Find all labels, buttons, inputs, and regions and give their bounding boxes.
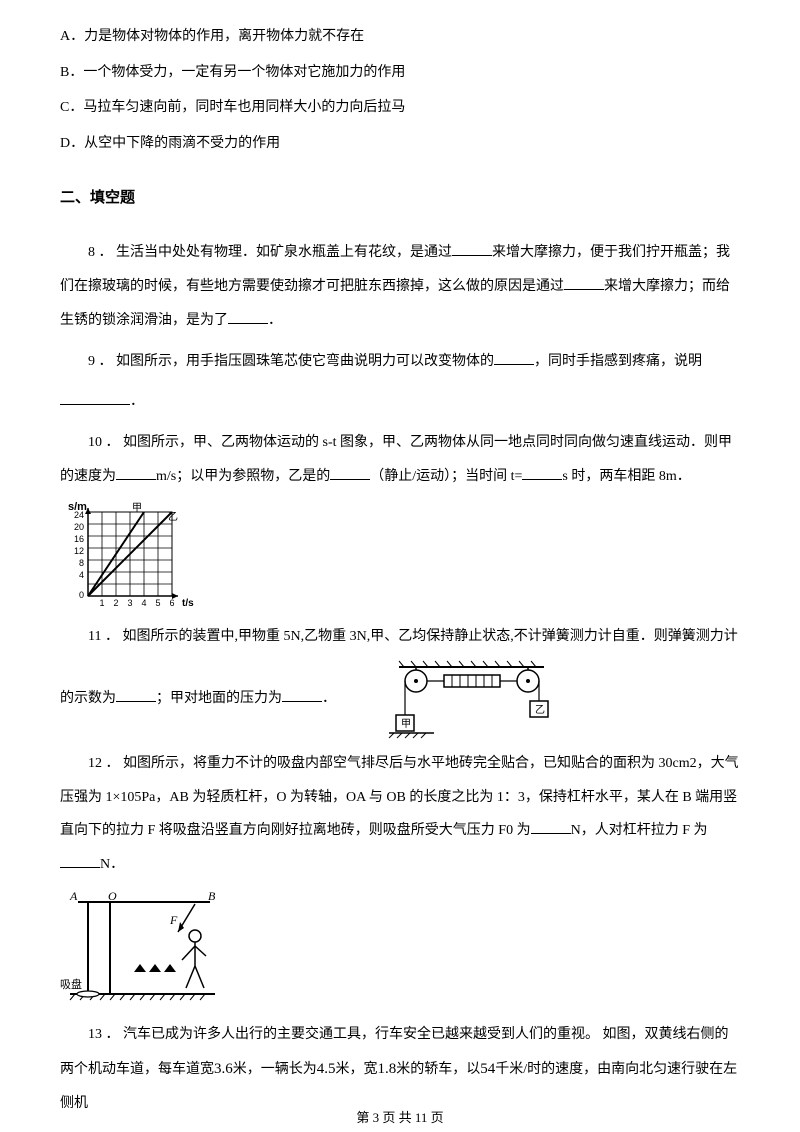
option-c: C．马拉车匀速向前，同时车也用同样大小的力向后拉马 <box>60 91 740 125</box>
svg-text:24: 24 <box>74 510 84 520</box>
q13-num: 13 ． <box>88 1027 120 1042</box>
st-chart: s/m 甲 乙 242016 1284 0 123 456 t/s <box>60 500 202 610</box>
q11-b: 的示数为 <box>60 691 116 706</box>
svg-text:1: 1 <box>99 598 104 608</box>
q8-blank-3[interactable] <box>228 310 268 324</box>
q9-blank-2[interactable] <box>60 391 130 405</box>
q12-blank-1[interactable] <box>531 820 571 834</box>
q12-num: 12 ． <box>88 756 120 771</box>
q8-blank-1[interactable] <box>452 242 492 256</box>
svg-text:5: 5 <box>155 598 160 608</box>
svg-text:F: F <box>169 913 178 927</box>
q11-blank-2[interactable] <box>282 688 322 702</box>
q10-blank-1[interactable] <box>116 466 156 480</box>
q10-d: s 时，两车相距 8m． <box>562 469 690 484</box>
chart-label-jia: 甲 <box>132 503 142 514</box>
svg-text:2: 2 <box>113 598 118 608</box>
question-10: 10 ． 如图所示，甲、乙两物体运动的 s-t 图象，甲、乙两物体从同一地点同时… <box>60 426 740 493</box>
svg-text:吸盘: 吸盘 <box>60 977 82 991</box>
pulley-jia: 甲 <box>401 719 411 730</box>
q11-d: ． <box>322 691 336 706</box>
q9-c: ． <box>130 394 144 409</box>
svg-text:O: O <box>108 889 117 903</box>
q11-blank-1[interactable] <box>116 688 156 702</box>
option-a: A．力是物体对物体的作用，离开物体力就不存在 <box>60 20 740 54</box>
svg-text:B: B <box>208 889 216 903</box>
svg-text:3: 3 <box>127 598 132 608</box>
q8-num: 8 ． <box>88 245 113 260</box>
q13-c: 米，宽 <box>336 1062 378 1077</box>
svg-text:0: 0 <box>79 590 84 600</box>
lever-diagram: A O B 吸盘 F <box>60 888 240 1008</box>
q12-b: N，人对杠杆拉力 F 为 <box>571 823 708 838</box>
section-2-header: 二、填空题 <box>60 180 740 216</box>
option-b: B．一个物体受力，一定有另一个物体对它施加力的作用 <box>60 56 740 90</box>
svg-text:16: 16 <box>74 534 84 544</box>
question-8: 8 ． 生活当中处处有物理．如矿泉水瓶盖上有花纹，是通过来增大摩擦力，便于我们拧… <box>60 236 740 337</box>
q11-a: 如图所示的装置中,甲物重 5N,乙物重 3N,甲、乙均保持静止状态,不计弹簧测力… <box>119 629 738 644</box>
q9-blank-1[interactable] <box>494 351 534 365</box>
svg-text:4: 4 <box>79 570 84 580</box>
question-12: 12 ． 如图所示，将重力不计的吸盘内部空气排尽后与水平地砖完全贴合，已知贴合的… <box>60 747 740 881</box>
q12-blank-2[interactable] <box>60 854 100 868</box>
q12-c: N． <box>100 857 124 872</box>
q10-c: （静止/运动）；当时间 t= <box>370 469 522 484</box>
q10-blank-2[interactable] <box>330 466 370 480</box>
svg-text:20: 20 <box>74 522 84 532</box>
q13-d: 米的轿车，以 <box>396 1062 480 1077</box>
svg-text:4: 4 <box>141 598 146 608</box>
question-9-cont: ． <box>60 385 740 419</box>
svg-text:t/s: t/s <box>182 598 194 609</box>
q11-num: 11 ． <box>88 629 119 644</box>
question-11: 11 ． 如图所示的装置中,甲物重 5N,乙物重 3N,甲、乙均保持静止状态,不… <box>60 620 740 654</box>
q13-w2: 4.5 <box>317 1061 336 1077</box>
svg-text:6: 6 <box>169 598 174 608</box>
q9-a: 如图所示，用手指压圆珠笔芯使它弯曲说明力可以改变物体的 <box>113 354 495 369</box>
q11-c: ；甲对地面的压力为 <box>156 691 282 706</box>
q8-blank-2[interactable] <box>564 276 604 290</box>
q8-a: 生活当中处处有物理．如矿泉水瓶盖上有花纹，是通过 <box>113 245 453 260</box>
pulley-diagram: 甲 乙 <box>344 659 594 739</box>
page-footer: 第 3 页 共 11 页 <box>0 1110 800 1126</box>
q13-w3: 1.8 <box>378 1061 397 1077</box>
question-11-cont: 的示数为 ；甲对地面的压力为 ． <box>60 659 740 739</box>
q10-blank-3[interactable] <box>522 466 562 480</box>
q9-b: ，同时手指感到疼痛，说明 <box>534 354 702 369</box>
question-13: 13 ． 汽车已成为许多人出行的主要交通工具，行车安全已越来越受到人们的重视。 … <box>60 1018 740 1121</box>
pulley-yi: 乙 <box>535 704 545 716</box>
svg-text:A: A <box>69 889 78 903</box>
question-9: 9 ． 如图所示，用手指压圆珠笔芯使它弯曲说明力可以改变物体的 ，同时手指感到疼痛… <box>60 345 740 379</box>
q9-num: 9 ． <box>88 354 113 369</box>
q13-w1: 3.6 <box>214 1061 233 1077</box>
q10-num: 10 ． <box>88 435 120 450</box>
chart-label-yi: 乙 <box>168 511 178 523</box>
svg-text:12: 12 <box>74 546 84 556</box>
q13-w4: 54 <box>480 1061 495 1077</box>
svg-text:8: 8 <box>79 558 84 568</box>
q8-d: ． <box>268 313 282 328</box>
q10-b: m/s；以甲为参照物，乙是的 <box>156 469 330 484</box>
option-d: D．从空中下降的雨滴不受力的作用 <box>60 127 740 161</box>
q13-b: 米，一辆长为 <box>233 1062 317 1077</box>
